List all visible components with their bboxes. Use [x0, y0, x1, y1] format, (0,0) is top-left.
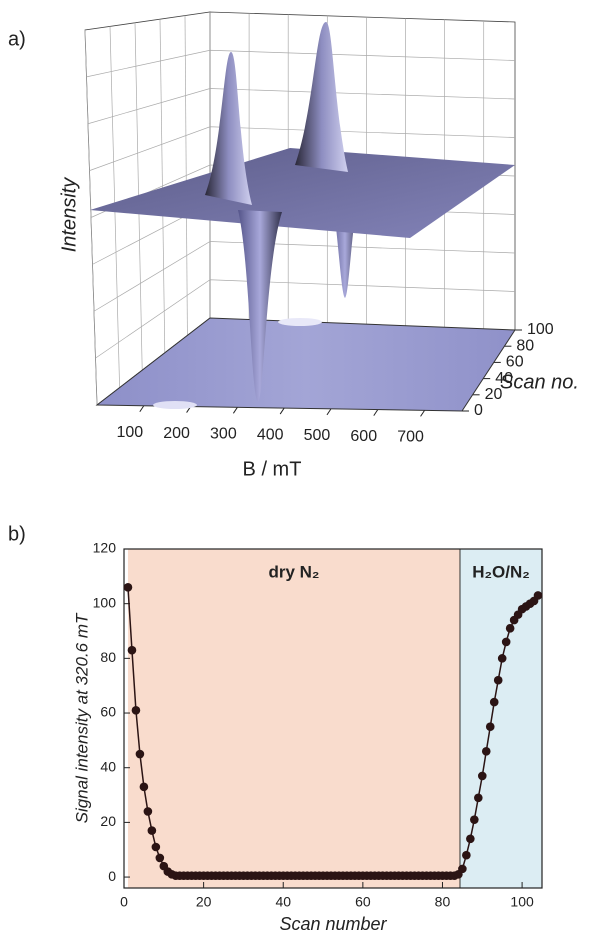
- x-tick: [279, 407, 285, 415]
- data-point: [466, 834, 475, 844]
- data-point: [474, 793, 483, 803]
- data-point: [497, 654, 507, 663]
- x-tick: [420, 410, 425, 417]
- x-tick-label: 200: [163, 425, 190, 442]
- data-point: [470, 815, 479, 824]
- x-tick-label: 80: [435, 894, 451, 910]
- data-point: [143, 807, 153, 816]
- y-axis-title: Signal intensity at 320.6 mT: [72, 612, 91, 823]
- grid-line: [93, 241, 516, 312]
- plot-frame: [123, 548, 543, 889]
- x-tick: [326, 408, 332, 416]
- peak: [205, 52, 252, 205]
- floor: [95, 317, 516, 412]
- data-point: [123, 582, 133, 592]
- region: [127, 549, 460, 888]
- surface-plane: [90, 148, 515, 238]
- region-label: dry N₂: [268, 562, 319, 581]
- grid-line: [84, 29, 98, 406]
- y-tick-label: 80: [100, 649, 116, 665]
- peak: [295, 22, 348, 172]
- y-tick-label: 100: [93, 594, 117, 610]
- data-point: [135, 749, 145, 759]
- x-tick-label: 700: [397, 429, 424, 446]
- x-tick-label: 400: [257, 426, 284, 443]
- y-axis-title: Intensity: [58, 177, 80, 252]
- data-point: [505, 623, 515, 633]
- x-tick: [139, 405, 145, 413]
- z-axis-title: Scan no.: [500, 371, 579, 393]
- data-point: [485, 722, 495, 732]
- data-point: [533, 591, 543, 600]
- x-axis-title: B / mT: [243, 458, 302, 480]
- z-tick-label: 100: [527, 321, 554, 338]
- data-point: [489, 697, 499, 707]
- y-tick-label: 60: [100, 704, 116, 720]
- x-tick-label: 100: [510, 894, 534, 910]
- data-point: [131, 705, 141, 715]
- x-tick: [232, 407, 238, 414]
- grid-line: [87, 88, 516, 125]
- y-tick-label: 120: [93, 540, 117, 556]
- data-point: [481, 747, 491, 756]
- data-point: [139, 782, 149, 792]
- x-tick-label: 20: [196, 894, 212, 910]
- x-tick-label: 600: [350, 428, 377, 445]
- data-point: [493, 675, 503, 685]
- x-tick-label: 60: [355, 894, 371, 910]
- z-tick-label: 20: [485, 386, 503, 403]
- y-tick-label: 0: [108, 868, 116, 884]
- x-tick-label: 100: [116, 424, 143, 441]
- panel-label: b): [8, 523, 26, 545]
- x-tick-label: 500: [304, 427, 331, 444]
- y-tick-label: 20: [100, 813, 116, 829]
- region-label: H₂O/N₂: [472, 562, 530, 581]
- grid-line: [159, 19, 166, 353]
- x-axis-title: Scan number: [279, 914, 387, 934]
- panel-b: b) dry N₂ H₂O/N₂ 0 20 40 60 80 100 0 20 40 60 80 100 12…: [8, 523, 543, 934]
- x-tick: [373, 409, 379, 416]
- panel-label: a): [8, 28, 26, 50]
- dip: [238, 210, 282, 402]
- data-point: [462, 850, 471, 860]
- z-tick-label: 40: [495, 370, 513, 387]
- x-tick-label: 40: [275, 894, 291, 910]
- data-point: [501, 637, 511, 647]
- data-point: [458, 864, 467, 874]
- data-point: [477, 771, 487, 781]
- data-point: [147, 826, 157, 835]
- x-tick-label: 0: [120, 894, 128, 910]
- x-tick-label: 300: [210, 426, 237, 443]
- floor-shadow: [153, 401, 197, 409]
- data-point: [151, 842, 161, 852]
- data-point: [127, 645, 137, 655]
- grid-line: [86, 49, 516, 78]
- grid-line: [184, 15, 188, 336]
- data-point: [155, 853, 165, 863]
- y-tick-label: 40: [100, 758, 116, 774]
- z-tick-label: 60: [506, 354, 524, 371]
- floor-shadow: [278, 318, 322, 326]
- z-tick-label: 80: [516, 337, 534, 354]
- z-tick-label: 0: [474, 402, 483, 419]
